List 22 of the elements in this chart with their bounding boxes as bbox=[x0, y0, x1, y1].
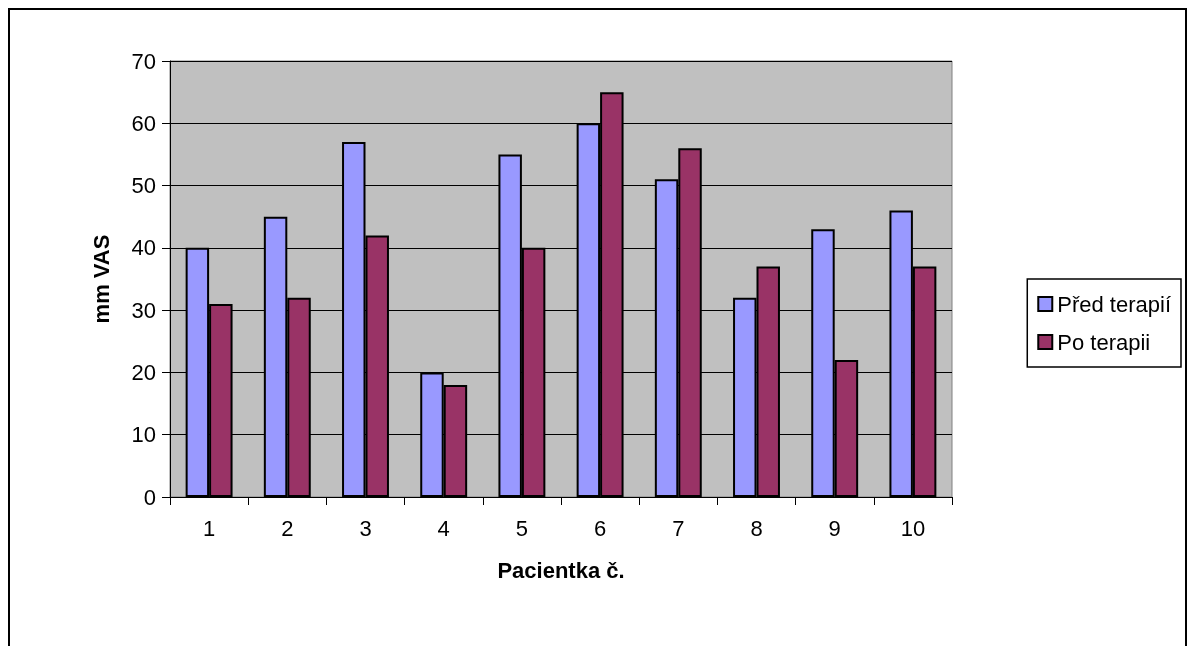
y-tick-label: 30 bbox=[131, 297, 156, 323]
x-tick-label: 10 bbox=[900, 515, 926, 541]
y-tick-label: 50 bbox=[131, 173, 156, 199]
x-tick-label: 8 bbox=[750, 515, 763, 541]
y-tick-label: 0 bbox=[143, 484, 156, 510]
x-tick-label: 2 bbox=[281, 515, 294, 541]
y-tick-label: 20 bbox=[131, 359, 156, 385]
x-tick-label: 1 bbox=[202, 515, 216, 541]
x-tick-label: 7 bbox=[672, 515, 685, 541]
y-tick-label: 70 bbox=[131, 48, 156, 74]
y-tick-label: 10 bbox=[131, 422, 156, 448]
x-tick-label: 3 bbox=[359, 515, 372, 541]
x-tick-label: 4 bbox=[437, 515, 450, 541]
x-tick-label: 5 bbox=[515, 515, 529, 541]
y-tick-label: 60 bbox=[131, 110, 156, 136]
x-tick-label: 6 bbox=[593, 515, 607, 541]
x-axis-title: Pacientka č. bbox=[497, 557, 625, 583]
legend-label: Po terapii bbox=[1057, 329, 1151, 355]
legend-label: Před terapií bbox=[1057, 291, 1172, 317]
y-tick-label: 40 bbox=[131, 235, 156, 261]
x-tick-label: 9 bbox=[828, 515, 841, 541]
y-axis-title: mm VAS bbox=[88, 234, 114, 324]
